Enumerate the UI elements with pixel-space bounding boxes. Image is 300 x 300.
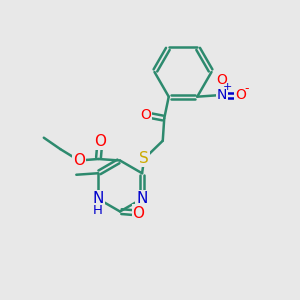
Text: S: S bbox=[139, 151, 149, 166]
Text: O: O bbox=[133, 206, 145, 220]
Text: N: N bbox=[92, 191, 103, 206]
Text: O: O bbox=[235, 88, 246, 102]
Text: O: O bbox=[140, 108, 151, 122]
Text: +: + bbox=[223, 82, 232, 92]
Text: -: - bbox=[245, 82, 249, 95]
Text: O: O bbox=[216, 73, 227, 87]
Text: O: O bbox=[94, 134, 106, 149]
Text: N: N bbox=[136, 191, 148, 206]
Text: N: N bbox=[217, 88, 227, 102]
Text: O: O bbox=[73, 153, 85, 168]
Text: H: H bbox=[93, 204, 103, 217]
